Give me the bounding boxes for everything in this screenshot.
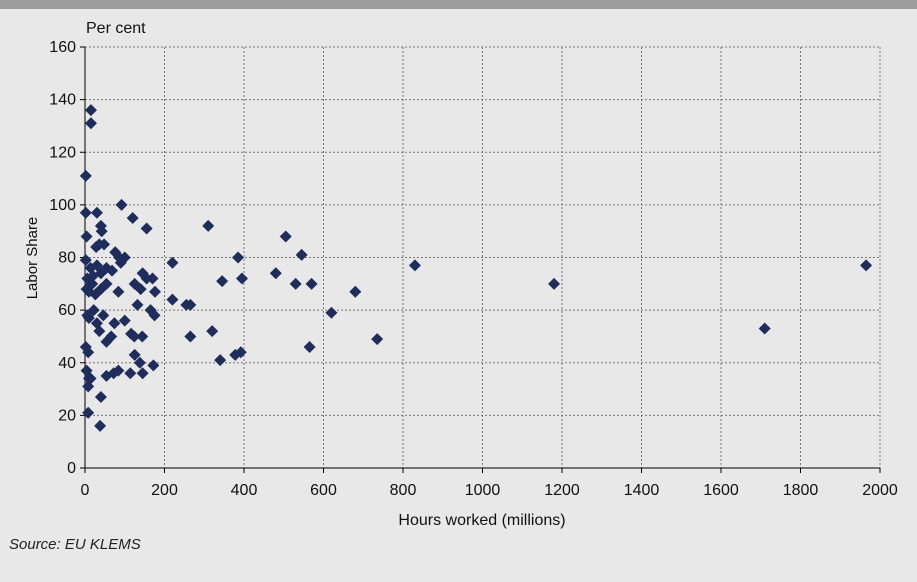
scatter-point	[305, 277, 318, 290]
source-note: Source: EU KLEMS	[9, 536, 141, 553]
x-tick-label: 1000	[465, 482, 501, 499]
scatter-point	[84, 372, 97, 385]
scatter-point	[87, 304, 100, 317]
scatter-point	[236, 272, 249, 285]
x-tick-label: 600	[310, 482, 337, 499]
scatter-point	[93, 325, 106, 338]
scatter-point	[325, 306, 338, 319]
scatter-point	[90, 206, 103, 219]
scatter-point	[82, 312, 95, 325]
scatter-point	[124, 367, 137, 380]
data-points	[79, 104, 873, 432]
scatter-point	[166, 293, 179, 306]
scatter-point	[79, 206, 92, 219]
scatter-point	[758, 322, 771, 335]
scatter-point	[128, 348, 141, 361]
scatter-point	[118, 251, 131, 264]
y-unit-label: Per cent	[86, 20, 146, 37]
scatter-point	[80, 230, 93, 243]
scatter-point	[860, 259, 873, 272]
scatter-point	[216, 275, 229, 288]
scatter-point	[126, 212, 139, 225]
scatter-point	[184, 330, 197, 343]
y-axis-title: Labor Share	[24, 217, 41, 300]
chart-area: 0 20 40 60 80 100 120 140 160 0 200 400 600 800 1000 12…	[0, 9, 917, 577]
y-tick-label: 20	[58, 407, 76, 424]
scatter-point	[105, 330, 118, 343]
scatter-point	[349, 285, 362, 298]
scatter-point	[148, 285, 161, 298]
scatter-point	[202, 219, 215, 232]
x-tick-label: 1800	[783, 482, 819, 499]
x-axis-title: Hours worked (millions)	[398, 512, 565, 529]
header-bar	[0, 0, 917, 9]
scatter-point	[140, 222, 153, 235]
scatter-point	[112, 364, 125, 377]
scatter-point	[232, 251, 245, 264]
y-tick-label: 120	[49, 144, 76, 161]
scatter-point	[84, 104, 97, 117]
y-tick-label: 60	[58, 302, 76, 319]
scatter-point	[269, 267, 282, 280]
scatter-point	[94, 219, 107, 232]
scatter-point	[106, 264, 119, 277]
scatter-point	[82, 406, 95, 419]
y-tick-label: 100	[49, 197, 76, 214]
scatter-point	[79, 254, 92, 267]
scatter-point	[166, 256, 179, 269]
scatter-point	[82, 346, 95, 359]
scatter-point	[408, 259, 421, 272]
scatter-point	[94, 390, 107, 403]
x-tick-label: 800	[390, 482, 417, 499]
x-tick-label: 2000	[862, 482, 898, 499]
y-tick-label: 40	[58, 355, 76, 372]
scatter-point	[303, 340, 316, 353]
x-tick-label: 400	[231, 482, 258, 499]
scatter-point	[234, 346, 247, 359]
scatter-point	[100, 277, 113, 290]
scatter-point	[136, 367, 149, 380]
y-tick-label: 0	[67, 460, 76, 477]
x-tick-label: 1600	[703, 482, 739, 499]
scatter-point	[146, 272, 159, 285]
scatter-point	[131, 298, 144, 311]
scatter-point	[371, 333, 384, 346]
x-tick-label: 1400	[624, 482, 660, 499]
scatter-point	[97, 309, 110, 322]
x-tick-label: 200	[151, 482, 178, 499]
scatter-point	[279, 230, 292, 243]
scatter-point	[115, 198, 128, 211]
scatter-point	[94, 419, 107, 432]
scatter-point	[184, 298, 197, 311]
scatter-point	[86, 277, 99, 290]
scatter-point	[289, 277, 302, 290]
scatter-point	[133, 356, 146, 369]
scatter-point	[206, 325, 219, 338]
scatter-point	[147, 359, 160, 372]
scatter-point	[118, 314, 131, 327]
scatter-point	[108, 317, 121, 330]
scatter-point	[134, 283, 147, 296]
scatter-point	[148, 309, 161, 322]
y-tick-label: 140	[49, 92, 76, 109]
y-tick-label: 160	[49, 39, 76, 56]
scatter-point	[98, 238, 111, 251]
x-tick-label: 1200	[544, 482, 580, 499]
scatter-point	[548, 277, 561, 290]
y-tick-label: 80	[58, 250, 76, 267]
scatter-point	[84, 117, 97, 130]
scatter-point	[136, 330, 149, 343]
scatter-point	[214, 354, 227, 367]
scatter-point	[295, 248, 308, 261]
scatter-point	[79, 169, 92, 182]
scatter-point	[112, 285, 125, 298]
scatter-point	[128, 330, 141, 343]
x-tick-label: 0	[81, 482, 90, 499]
